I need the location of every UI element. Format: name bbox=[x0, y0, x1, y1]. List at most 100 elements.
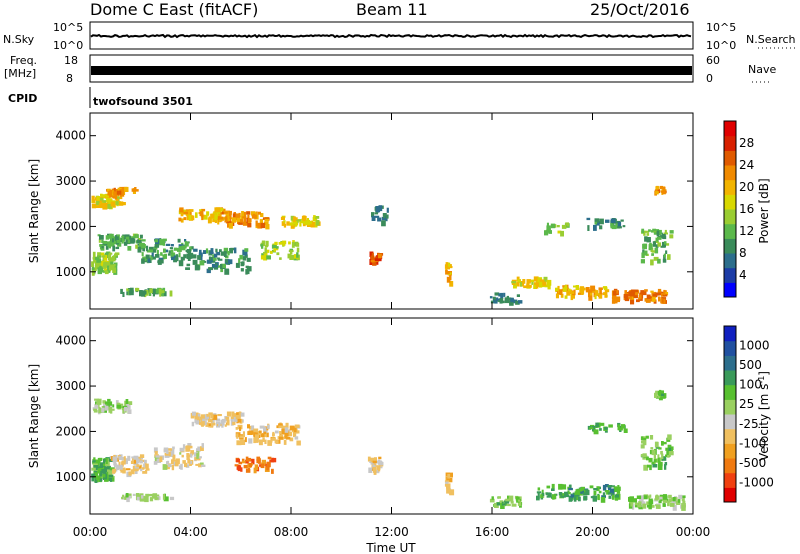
data-cell bbox=[112, 267, 116, 273]
data-cell bbox=[96, 465, 101, 470]
freq-trace bbox=[91, 66, 692, 75]
data-cell bbox=[228, 213, 232, 220]
data-cell bbox=[374, 212, 379, 215]
data-cell bbox=[94, 267, 97, 272]
velocity-y-label: Slant Range [km] bbox=[27, 364, 41, 468]
data-cell bbox=[644, 236, 648, 242]
colorbar-swatch bbox=[724, 194, 736, 210]
data-cell bbox=[199, 249, 202, 256]
data-cell bbox=[104, 268, 108, 271]
y-tick-label: 4000 bbox=[55, 334, 86, 348]
data-cell bbox=[593, 488, 598, 491]
data-cell bbox=[150, 255, 153, 261]
colorbar-swatch bbox=[724, 326, 736, 342]
data-cell bbox=[91, 467, 96, 471]
data-cell bbox=[241, 261, 245, 266]
data-cell bbox=[140, 464, 143, 469]
data-cell bbox=[610, 225, 615, 229]
data-cell bbox=[138, 496, 143, 501]
data-cell bbox=[560, 230, 564, 237]
y-tick-label: 2000 bbox=[55, 219, 86, 233]
data-cell bbox=[267, 456, 272, 460]
data-cell bbox=[664, 243, 670, 246]
data-cell bbox=[122, 460, 126, 465]
data-cell bbox=[133, 469, 139, 472]
data-cell bbox=[197, 416, 200, 422]
velocity-colorbar-tick: -100 bbox=[739, 436, 766, 450]
data-cell bbox=[594, 295, 597, 300]
data-cell bbox=[652, 293, 658, 298]
data-cell bbox=[556, 225, 560, 228]
data-cell bbox=[593, 429, 599, 435]
data-cell bbox=[206, 416, 210, 421]
data-cell bbox=[287, 253, 292, 259]
data-cell bbox=[154, 451, 158, 455]
data-cell bbox=[206, 259, 212, 264]
data-cell bbox=[377, 253, 382, 259]
data-cell bbox=[278, 423, 283, 426]
data-cell bbox=[248, 462, 253, 468]
data-cell bbox=[285, 422, 289, 429]
data-cell bbox=[446, 487, 451, 494]
data-cell bbox=[516, 496, 520, 503]
data-cell bbox=[187, 252, 190, 258]
data-cell bbox=[510, 297, 514, 301]
data-cell bbox=[172, 459, 176, 462]
data-cell bbox=[444, 264, 449, 269]
y-tick-label: 4000 bbox=[55, 129, 86, 143]
data-cell bbox=[501, 501, 504, 505]
data-cell bbox=[123, 456, 126, 462]
data-cell bbox=[97, 198, 102, 203]
velocity-colorbar-tick: 1000 bbox=[739, 339, 770, 353]
data-cell bbox=[251, 458, 255, 465]
data-cell bbox=[166, 461, 169, 465]
data-cell bbox=[613, 486, 617, 492]
data-cell bbox=[139, 493, 144, 496]
data-cell bbox=[260, 222, 266, 229]
data-cell bbox=[266, 432, 269, 438]
data-cell bbox=[236, 216, 241, 222]
data-cell bbox=[155, 455, 160, 458]
cpid-label: CPID bbox=[8, 92, 37, 105]
data-cell bbox=[643, 437, 647, 441]
data-cell bbox=[265, 240, 269, 247]
data-cell bbox=[135, 470, 138, 474]
data-cell bbox=[233, 416, 239, 423]
data-cell bbox=[498, 300, 502, 303]
data-cell bbox=[565, 222, 569, 226]
data-cell bbox=[122, 494, 125, 498]
data-cell bbox=[522, 279, 526, 284]
data-cell bbox=[681, 498, 685, 502]
power-y-label: Slant Range [km] bbox=[27, 159, 41, 263]
colorbar-swatch bbox=[724, 179, 736, 195]
data-cell bbox=[372, 259, 377, 266]
data-cell bbox=[223, 247, 229, 254]
colorbar-swatch bbox=[724, 443, 736, 459]
data-cell bbox=[264, 439, 267, 444]
data-cell bbox=[647, 464, 652, 468]
data-cell bbox=[598, 294, 603, 299]
data-cell bbox=[139, 234, 143, 239]
data-cell bbox=[599, 289, 602, 294]
data-cell bbox=[105, 235, 110, 240]
data-cell bbox=[218, 422, 221, 427]
data-cell bbox=[641, 252, 645, 259]
data-cell bbox=[154, 239, 158, 243]
data-cell bbox=[151, 252, 154, 257]
data-cell bbox=[193, 248, 198, 252]
data-cell bbox=[136, 458, 140, 464]
data-cell bbox=[263, 251, 266, 255]
data-cell bbox=[608, 487, 612, 491]
data-cell bbox=[634, 502, 639, 506]
data-cell bbox=[185, 267, 190, 270]
data-cell bbox=[142, 471, 146, 474]
data-cell bbox=[299, 221, 302, 227]
data-cell bbox=[266, 249, 270, 253]
data-cell bbox=[493, 299, 496, 304]
data-cell bbox=[449, 274, 452, 281]
nave-label: Nave bbox=[748, 63, 776, 76]
data-cell bbox=[662, 258, 667, 263]
data-cell bbox=[108, 252, 113, 255]
data-cell bbox=[119, 190, 125, 197]
data-cell bbox=[221, 418, 226, 423]
